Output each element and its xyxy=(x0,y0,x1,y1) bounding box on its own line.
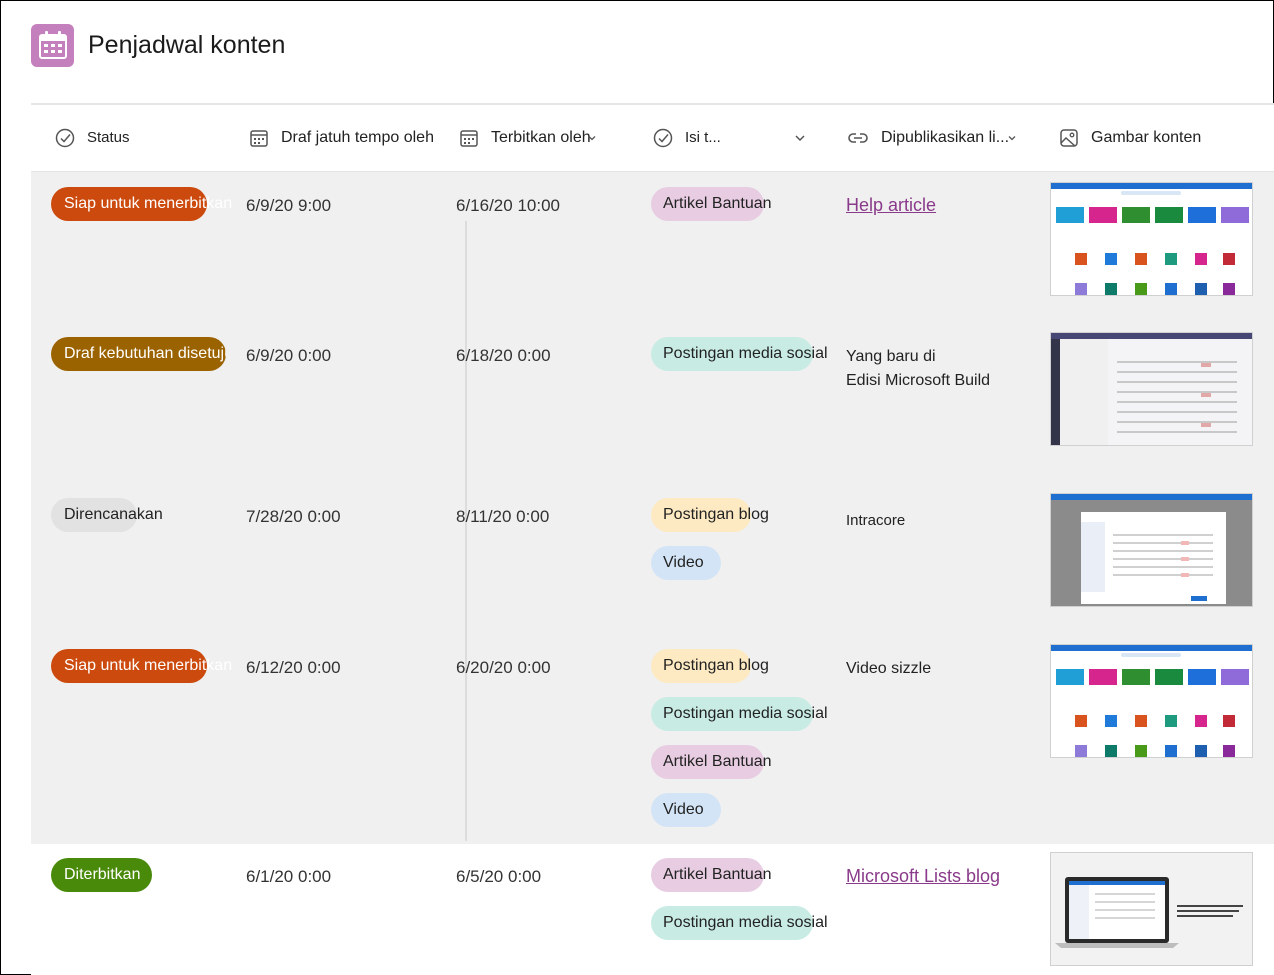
published-link[interactable]: Help article xyxy=(846,195,937,215)
column-resize-divider[interactable] xyxy=(465,221,467,841)
content-type-tag: Artikel Bantuan xyxy=(651,745,772,779)
published-link-line: Edisi Microsoft Build xyxy=(846,372,991,389)
calendar-icon xyxy=(31,23,74,67)
calendar-icon xyxy=(460,129,478,147)
app-header: Penjadwal konten xyxy=(31,23,285,67)
publish-by-date: 6/20/20 0:00 xyxy=(456,658,551,677)
draft-due-date: 6/12/20 0:00 xyxy=(246,658,341,677)
published-link-text: Intracore xyxy=(846,512,906,529)
publish-by-date: 6/16/20 10:00 xyxy=(456,196,560,215)
published-link-text: Yang baru di Edisi Microsoft Build xyxy=(846,345,990,393)
page-title: Penjadwal konten xyxy=(88,30,286,59)
content-type-tag: Artikel Bantuan xyxy=(651,187,772,221)
column-header-row: Status Draf jatuh tempo oleh Terbitkan o… xyxy=(31,103,1274,172)
status-badge: Siap untuk menerbitkan xyxy=(51,649,232,683)
laptop-lists-screenshot[interactable] xyxy=(1050,852,1253,966)
draft-due-date: 6/9/20 0:00 xyxy=(246,346,332,365)
column-header-label: Gambar konten xyxy=(1091,128,1202,146)
image-icon xyxy=(1060,128,1078,147)
content-type-tag: Postingan media sosial xyxy=(651,697,828,731)
table-row[interactable]: Siap untuk menerbitkan 6/9/20 9:00 6/16/… xyxy=(31,172,1274,322)
column-header-publish-by[interactable]: Terbitkan oleh xyxy=(459,103,609,172)
column-header-label: Status xyxy=(87,129,130,146)
table-row[interactable]: Direncanakan 7/28/20 0:00 8/11/20 0:00 P… xyxy=(31,483,1274,634)
published-link[interactable]: Microsoft Lists blog xyxy=(846,866,1001,886)
lists-home-screenshot[interactable] xyxy=(1050,644,1253,758)
column-header-label: Draf jatuh tempo oleh xyxy=(281,128,434,146)
content-type-tag: Postingan media sosial xyxy=(651,906,828,940)
published-link-text: Video sizzle xyxy=(846,660,932,677)
publish-by-date: 6/5/20 0:00 xyxy=(456,867,542,886)
content-type-tag: Postingan media sosial xyxy=(651,337,828,371)
table-row[interactable]: Diterbitkan 6/1/20 0:00 6/5/20 0:00 Arti… xyxy=(31,844,1274,975)
panel-top-border xyxy=(31,103,1274,105)
table-row[interactable]: Siap untuk menerbitkan 6/12/20 0:00 6/20… xyxy=(31,634,1274,844)
lists-dialog-screenshot[interactable] xyxy=(1050,493,1253,607)
status-badge: Draf kebutuhan disetujui xyxy=(51,337,226,371)
column-header-status[interactable]: Status xyxy=(55,103,130,172)
lists-home-screenshot[interactable] xyxy=(1050,182,1253,296)
content-type-tag: Artikel Bantuan xyxy=(651,858,772,892)
content-type-tag: Postingan blog xyxy=(651,649,769,683)
publish-by-date: 6/18/20 0:00 xyxy=(456,346,551,365)
teams-lists-screenshot[interactable] xyxy=(1050,332,1253,446)
status-badge: Diterbitkan xyxy=(51,858,152,892)
content-type-tag: Video xyxy=(651,546,721,580)
content-type-tag: Postingan blog xyxy=(651,498,769,532)
column-header-published-link[interactable]: Dipublikasikan li... xyxy=(847,103,1029,172)
publish-by-date: 8/11/20 0:00 xyxy=(456,507,550,526)
column-header-label: Isi t... xyxy=(685,129,721,146)
status-badge: Direncanakan xyxy=(51,498,163,532)
table-row[interactable]: Draf kebutuhan disetujui 6/9/20 0:00 6/1… xyxy=(31,322,1274,483)
list-view: Status Draf jatuh tempo oleh Terbitkan o… xyxy=(31,103,1274,975)
chevron-down-icon[interactable] xyxy=(587,133,597,143)
content-type-tag: Video xyxy=(651,793,721,827)
column-header-label: Dipublikasikan li... xyxy=(881,128,1010,146)
status-badge: Siap untuk menerbitkan xyxy=(51,187,232,221)
column-header-content-type[interactable]: Isi t... xyxy=(653,103,819,172)
column-header-label: Terbitkan oleh xyxy=(491,128,591,146)
chevron-down-icon[interactable] xyxy=(1007,133,1017,143)
draft-due-date: 6/9/20 9:00 xyxy=(246,196,332,215)
link-icon xyxy=(848,132,868,143)
chevron-down-icon[interactable] xyxy=(793,131,807,145)
status-check-icon xyxy=(55,128,75,147)
column-header-draft-due[interactable]: Draf jatuh tempo oleh xyxy=(249,103,434,172)
published-link-line: Yang baru di xyxy=(846,348,936,365)
calendar-icon xyxy=(250,129,268,147)
status-check-icon xyxy=(653,128,673,147)
column-header-content-image[interactable]: Gambar konten xyxy=(1059,103,1201,172)
draft-due-date: 6/1/20 0:00 xyxy=(246,867,332,886)
draft-due-date: 7/28/20 0:00 xyxy=(246,507,341,526)
